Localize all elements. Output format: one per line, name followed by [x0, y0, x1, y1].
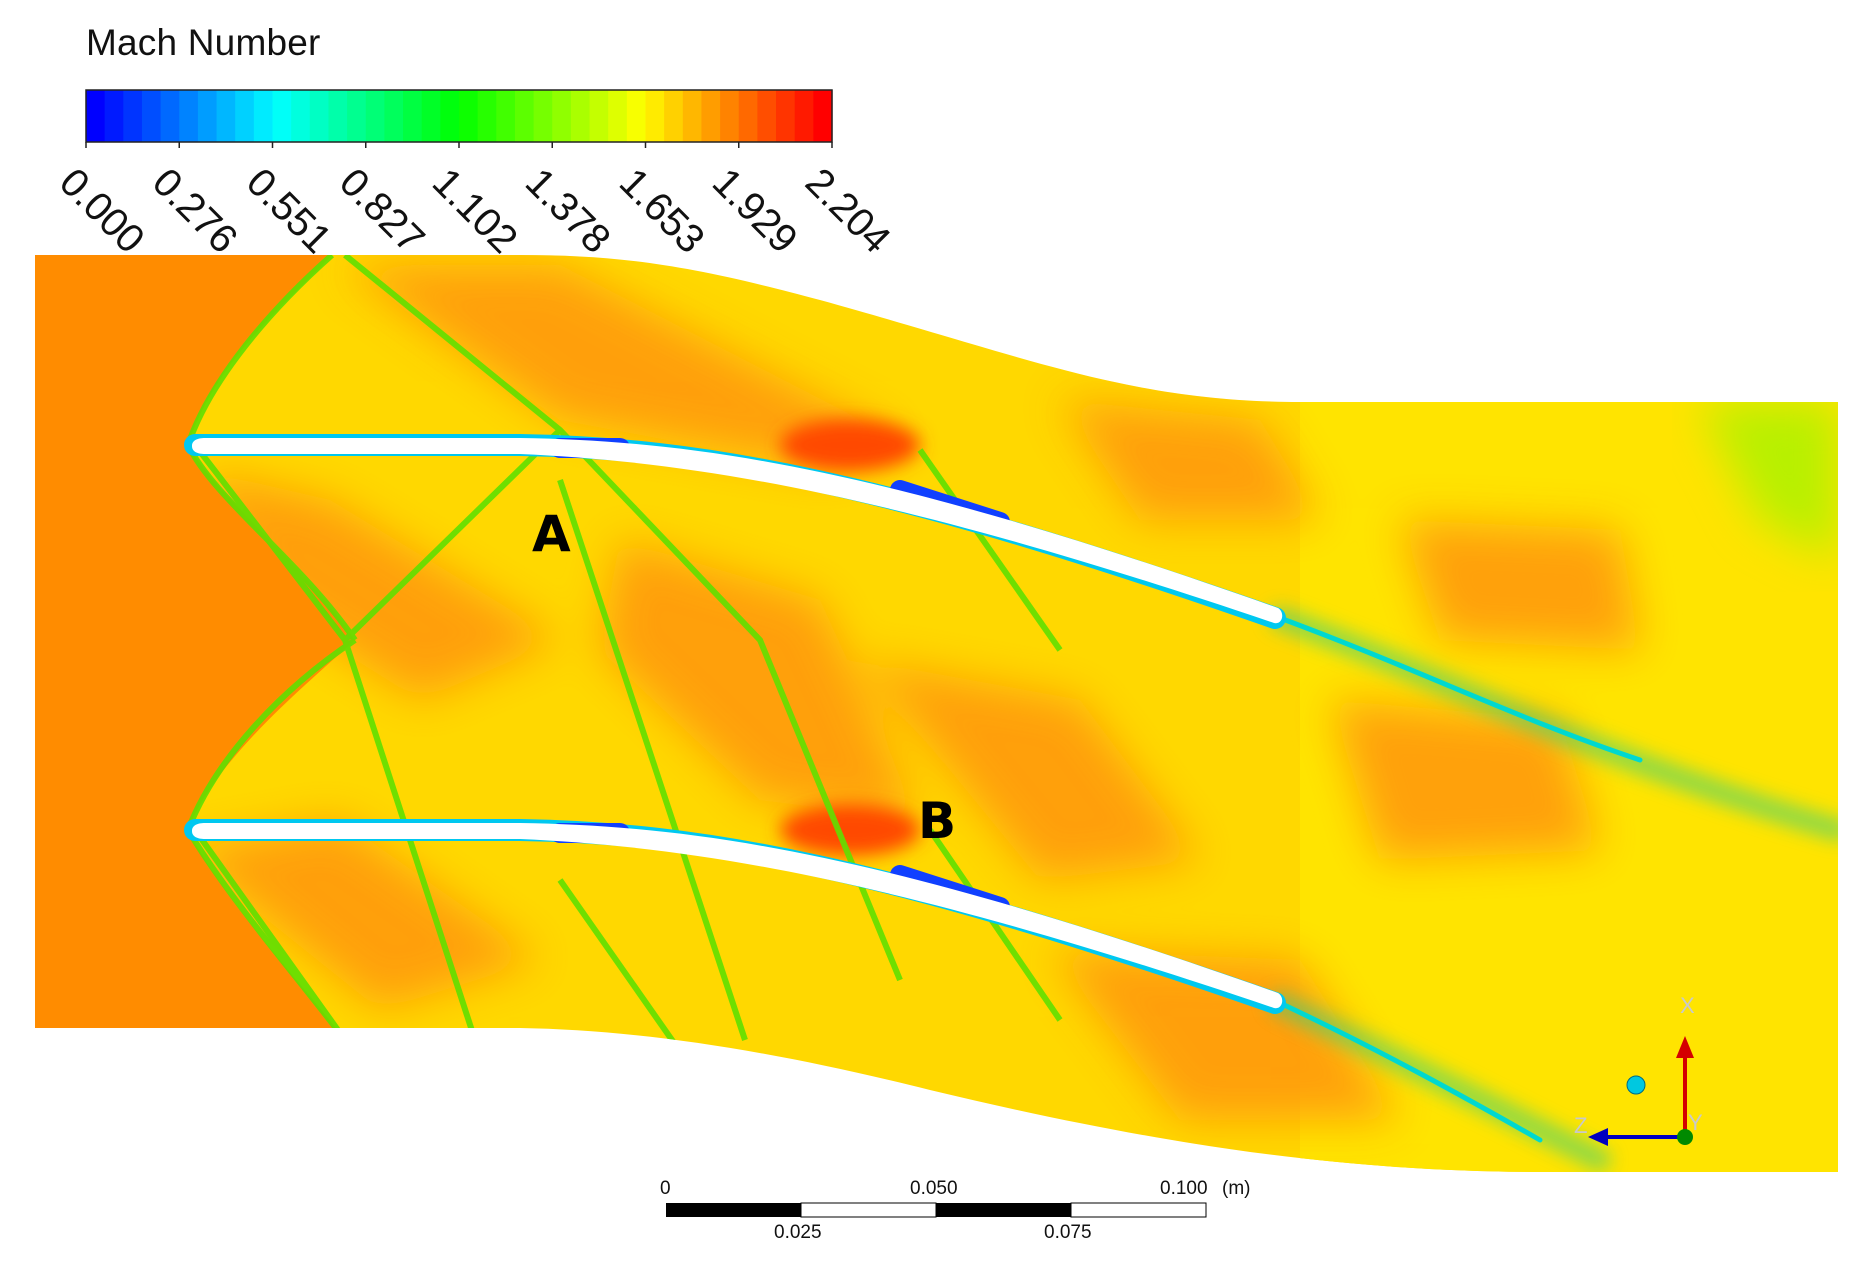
origin-sphere [1626, 1075, 1646, 1095]
hot-spots [780, 419, 920, 856]
y-axis-dot [1677, 1129, 1693, 1145]
blade-upper [192, 438, 1283, 624]
x-axis-label: X [1680, 993, 1695, 1018]
colorbar-band [421, 90, 441, 142]
colorbar-band [552, 90, 572, 142]
colorbar-band [253, 90, 274, 142]
colorbar-band [272, 90, 292, 142]
blades [192, 438, 1283, 1009]
colorbar-band [701, 90, 721, 142]
x-axis-arrowhead [1676, 1036, 1694, 1058]
colorbar-band [664, 90, 684, 142]
colorbar-band [738, 90, 758, 142]
colorbar-band [496, 90, 516, 142]
scale-bar-segment-4 [1070, 1202, 1207, 1218]
colorbar-band [720, 90, 740, 142]
colorbar-band [477, 90, 497, 142]
colorbar-band [757, 90, 777, 142]
z-axis-arrowhead [1588, 1128, 1608, 1146]
scale-label-025: 0.025 [774, 1222, 822, 1243]
colorbar-band [160, 90, 180, 142]
scale-bar-segment-1 [666, 1203, 801, 1217]
wakes [1269, 607, 1838, 1171]
colorbar-band [291, 90, 311, 142]
colorbar-band [235, 90, 255, 142]
point-a-label: A [532, 505, 571, 563]
z-axis-label: Z [1574, 1113, 1588, 1138]
colorbar-band [123, 90, 143, 142]
colorbar-band [179, 90, 199, 142]
colorbar-band [794, 90, 814, 142]
colorbar-band [645, 90, 665, 142]
colorbar-band [589, 90, 609, 142]
scale-label-0: 0 [660, 1178, 671, 1199]
colorbar-band [347, 90, 367, 142]
colorbar-band [86, 90, 106, 142]
outlet-green-band [1700, 402, 1838, 560]
scale-label-075: 0.075 [1044, 1222, 1092, 1243]
colorbar-band [384, 90, 404, 142]
y-axis-label: Y [1688, 1110, 1703, 1135]
expansion-regions [180, 265, 1640, 1120]
colorbar-band [328, 90, 348, 142]
scale-bar-segment-3 [936, 1203, 1071, 1217]
colorbar-band [682, 90, 703, 142]
colorbar-band [216, 90, 236, 142]
colorbar-band [813, 90, 833, 142]
point-b-label: B [918, 792, 957, 850]
colorbar-band [309, 90, 330, 142]
scale-unit: (m) [1222, 1178, 1251, 1199]
colorbar-band [141, 90, 162, 142]
blade-lower [192, 823, 1283, 1009]
scale-label-100: 0.100 [1160, 1178, 1208, 1199]
colorbar-band [570, 90, 591, 142]
colorbar-band [608, 90, 628, 142]
colorbar-band [776, 90, 796, 142]
freestream-region [35, 255, 360, 1040]
colorbar-band [104, 90, 124, 142]
colorbar-band [365, 90, 385, 142]
colorbar-band [626, 90, 647, 142]
legend-title: Mach Number [86, 22, 321, 63]
scale-label-050: 0.050 [910, 1178, 958, 1199]
colorbar-band [459, 90, 479, 142]
colorbar-band [403, 90, 423, 142]
colorbar-band [197, 90, 218, 142]
colorbar-band [533, 90, 553, 142]
colorbar-band [514, 90, 535, 142]
colorbar-band [440, 90, 460, 142]
